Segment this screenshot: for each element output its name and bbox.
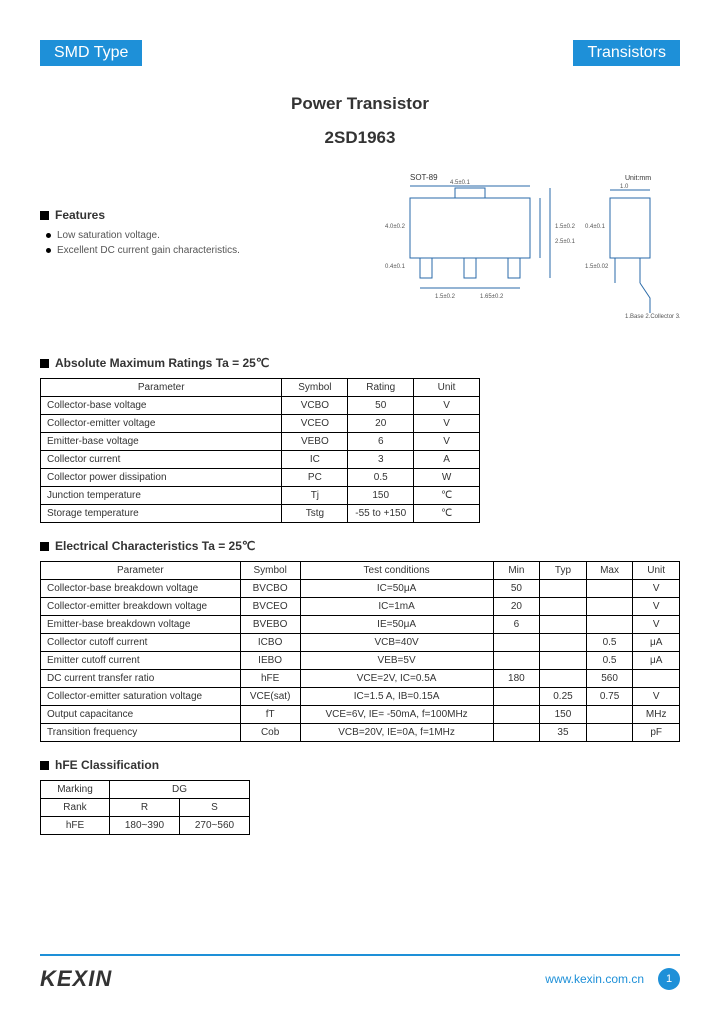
diagram-label-right: Unit:mm xyxy=(625,175,651,182)
tbl2-heading: Electrical Characteristics Ta = 25℃ xyxy=(40,539,680,553)
feature-item: Low saturation voltage. xyxy=(46,230,360,241)
pin-labels: 1.Base 2.Collector 3.Emitter xyxy=(625,314,680,320)
package-diagram: SOT-89 Unit:mm xyxy=(380,168,680,338)
svg-text:1.5±0.02: 1.5±0.02 xyxy=(585,264,609,270)
diagram-label-top: SOT-89 xyxy=(410,173,438,182)
svg-text:1.65±0.2: 1.65±0.2 xyxy=(480,294,504,300)
title-line2: 2SD1963 xyxy=(40,128,680,148)
svg-text:2.5±0.1: 2.5±0.1 xyxy=(555,239,576,245)
feature-item: Excellent DC current gain characteristic… xyxy=(46,245,360,256)
header-right: Transistors xyxy=(573,40,680,66)
svg-text:0.4±0.1: 0.4±0.1 xyxy=(585,224,606,230)
header-bar: SMD Type Transistors xyxy=(40,40,680,66)
svg-text:0.4±0.1: 0.4±0.1 xyxy=(385,264,406,270)
elec-char-table: ParameterSymbolTest conditionsMinTypMaxU… xyxy=(40,561,680,742)
logo: KEXIN xyxy=(40,966,112,992)
abs-max-table: ParameterSymbolRatingUnitCollector-base … xyxy=(40,378,480,523)
svg-text:1.5±0.2: 1.5±0.2 xyxy=(555,224,576,230)
features-block: Features Low saturation voltage. Excellen… xyxy=(40,168,360,338)
svg-text:1.5±0.2: 1.5±0.2 xyxy=(435,294,456,300)
svg-text:1.0: 1.0 xyxy=(620,184,629,190)
header-left: SMD Type xyxy=(40,40,142,66)
svg-text:4.5±0.1: 4.5±0.1 xyxy=(450,180,471,186)
hfe-table: MarkingDGRankRShFE180~390270~560 xyxy=(40,780,250,835)
page-number: 1 xyxy=(658,968,680,990)
tbl3-heading: hFE Classification xyxy=(40,758,680,772)
footer: KEXIN www.kexin.com.cn 1 xyxy=(40,954,680,992)
footer-url: www.kexin.com.cn xyxy=(545,972,644,986)
tbl1-heading: Absolute Maximum Ratings Ta = 25℃ xyxy=(40,356,680,370)
features-heading: Features xyxy=(40,208,360,222)
title-block: Power Transistor 2SD1963 xyxy=(40,94,680,148)
svg-text:4.0±0.2: 4.0±0.2 xyxy=(385,224,406,230)
title-line1: Power Transistor xyxy=(40,94,680,114)
